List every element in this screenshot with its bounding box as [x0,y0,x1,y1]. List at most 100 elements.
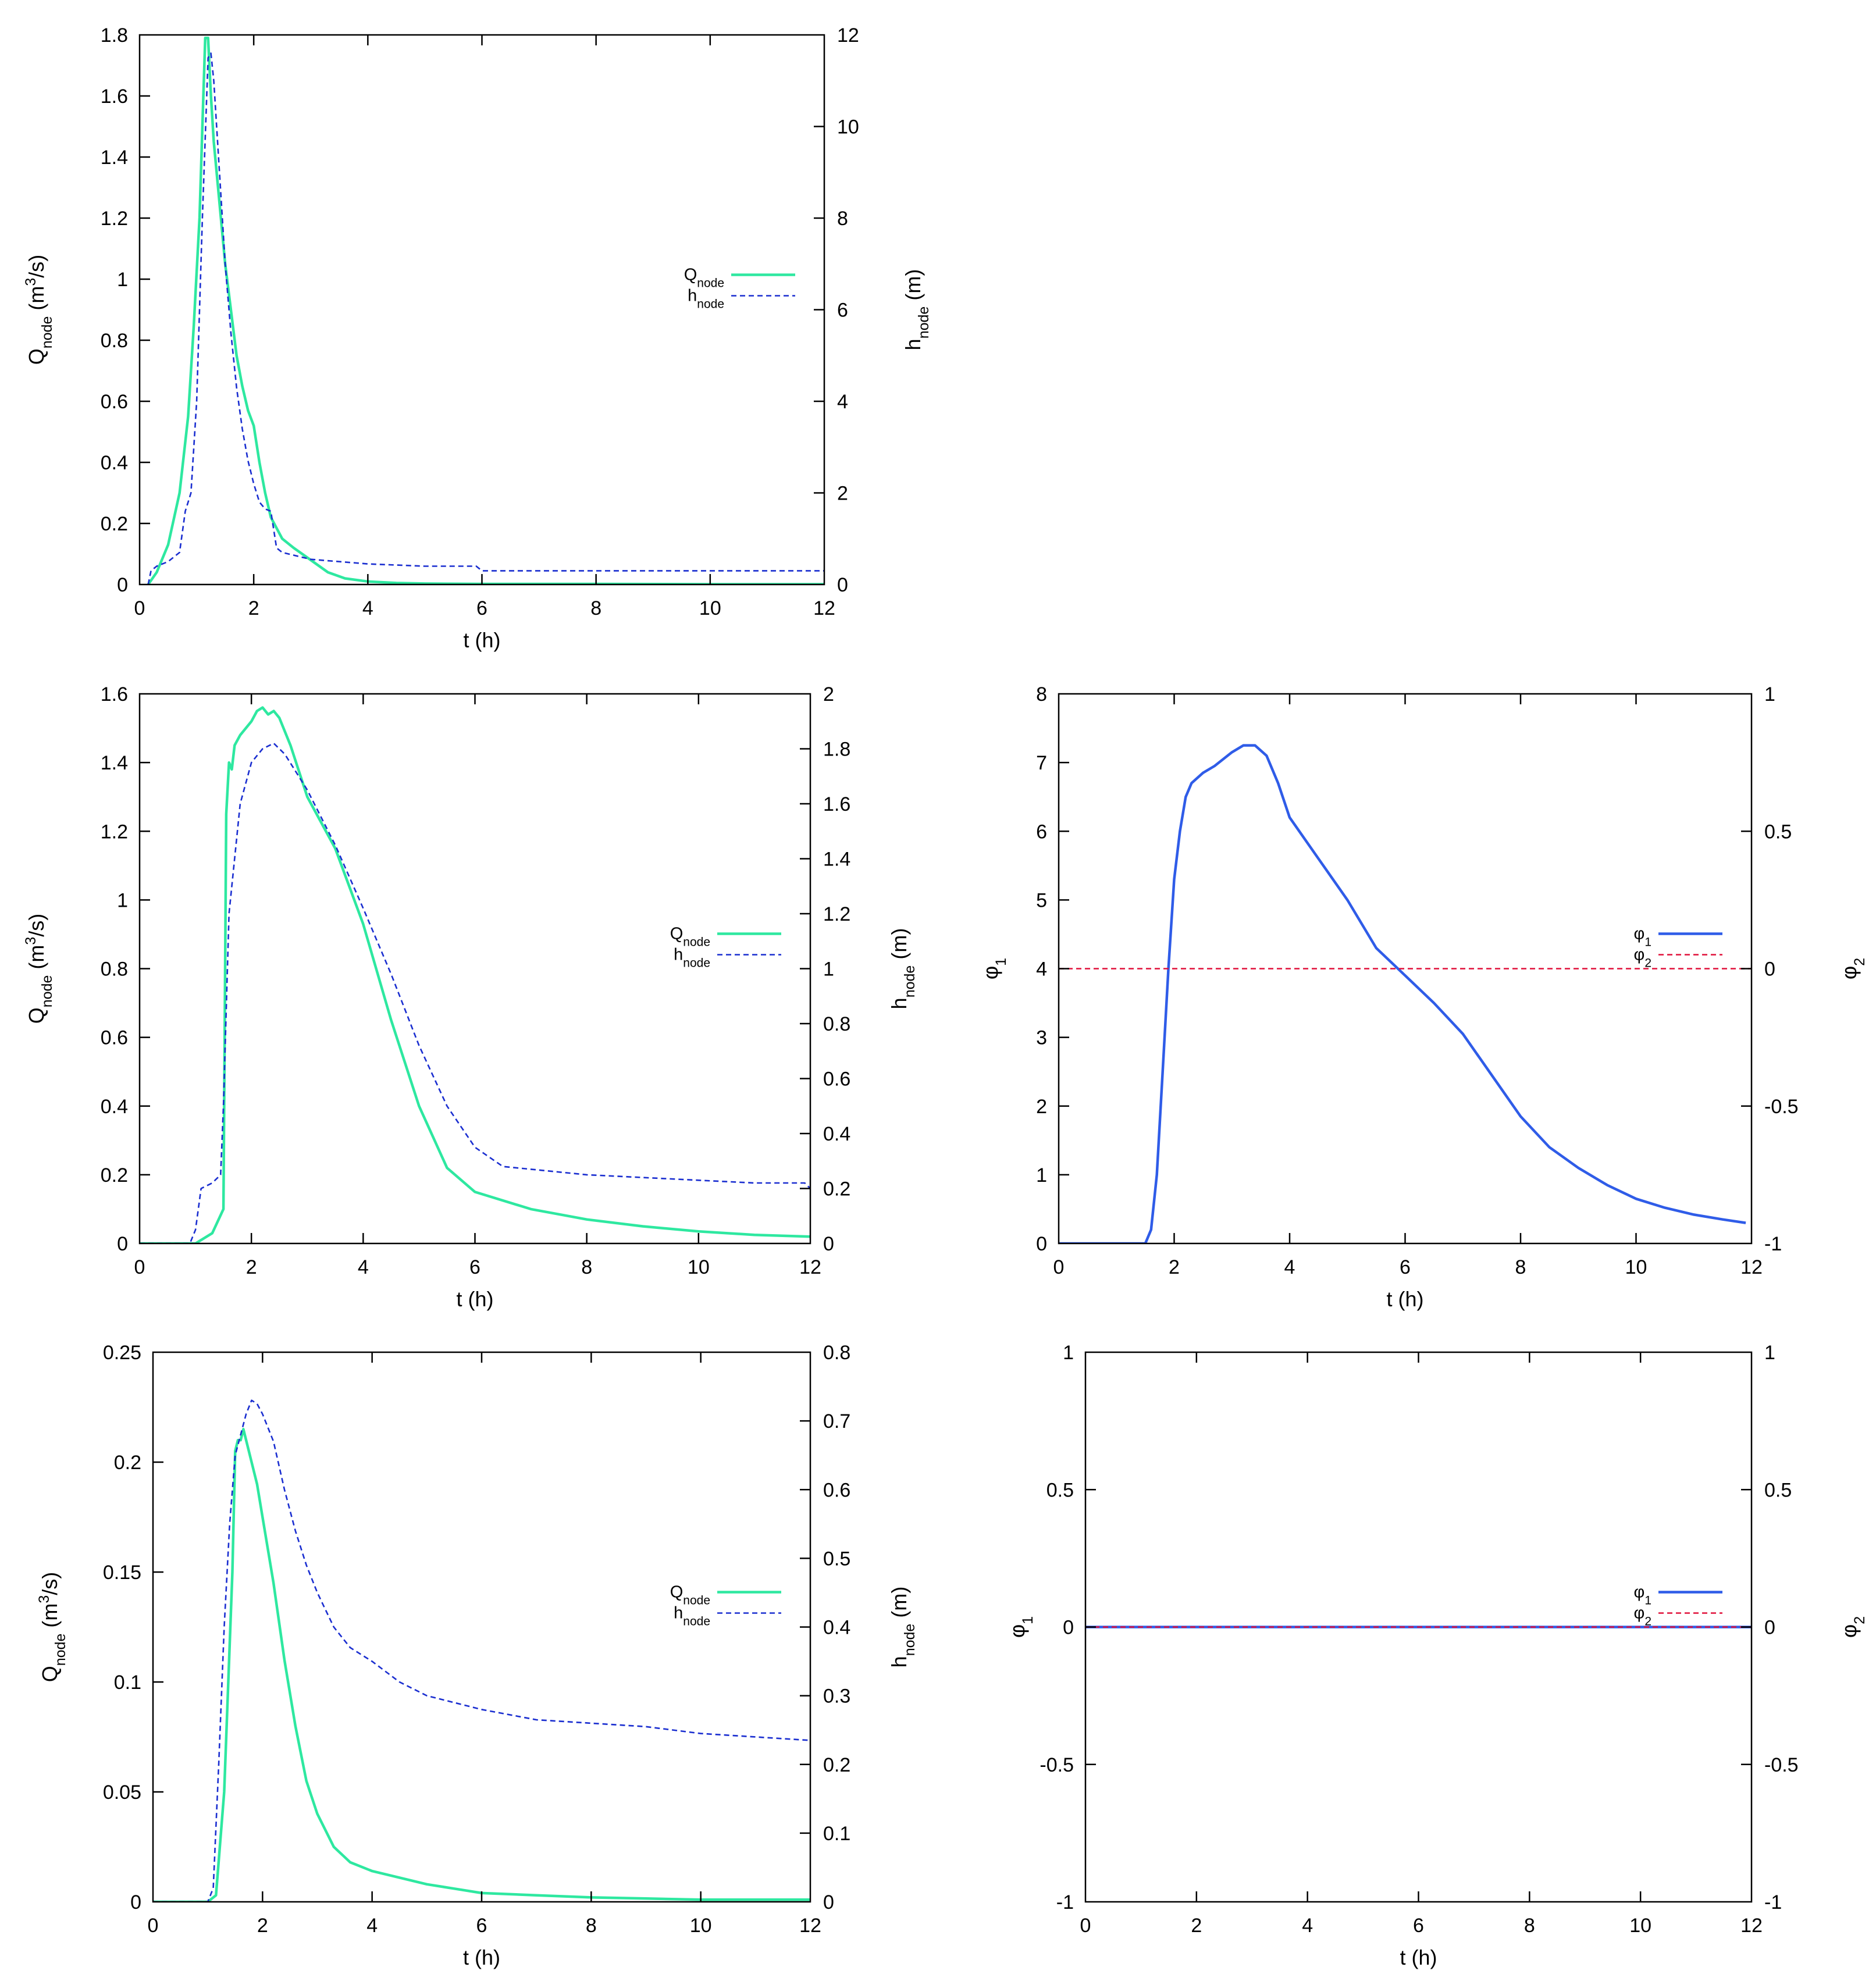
y-tick-label: 0.15 [103,1562,141,1584]
x-tick-label: 12 [1740,1256,1763,1278]
y-tick-label: 0.2 [101,513,128,535]
y2-tick-label: 0 [823,1891,834,1913]
y2-tick-label: 1 [1764,1342,1775,1364]
y2-tick-label: 0.5 [823,1548,850,1570]
x-tick-label: 8 [1524,1915,1535,1937]
y-tick-label: 1 [1063,1342,1074,1364]
y2-tick-label: 0.2 [823,1178,850,1200]
y-tick-label: 1.4 [101,147,128,169]
y-tick-label: 1 [117,889,128,911]
y2-tick-label: 1.6 [823,793,850,815]
y-tick-label: 2 [1036,1096,1047,1118]
y-tick-label: 0.8 [101,958,128,981]
y2-tick-label: 0.5 [1764,821,1792,843]
y-axis-label: Qnode (m3/s) [23,914,55,1024]
y-tick-label: 0 [1063,1617,1074,1639]
y2-tick-label: 0.8 [823,1013,850,1035]
chart-panel-1: 0 2 4 6 8 10 1200.20.40.60.811.21.41.61.802468… [23,24,932,652]
y2-axis-label: φ2 [1837,1616,1868,1638]
y2-tick-label: 4 [837,391,848,413]
y2-tick-label: 0.5 [1764,1479,1792,1501]
y2-tick-label: 1.4 [823,849,850,871]
x-tick-label: 0 [1080,1915,1091,1937]
legend-entry-label: φ2 [1634,1604,1652,1628]
y-tick-label: 0 [1036,1233,1047,1255]
y2-tick-label: 0.8 [823,1342,850,1364]
x-tick-label: 10 [688,1256,710,1278]
y2-tick-label: -1 [1764,1233,1782,1255]
legend-entry-label: Qnode [670,925,710,949]
y2-axis-label: φ2 [1837,958,1868,979]
x-tick-label: 4 [362,597,373,619]
series-φ1-line [1059,744,1746,1243]
y-tick-label: 0.4 [101,452,128,474]
y-tick-label: 0 [117,1233,128,1255]
y2-tick-label: 1.8 [823,739,850,761]
x-tick-label: 6 [1413,1915,1424,1937]
y2-tick-label: 0 [1764,958,1775,981]
x-tick-label: 2 [257,1915,268,1937]
y-axis-label: Qnode (m3/s) [36,1572,69,1683]
legend-entry-label: hnode [674,946,710,970]
y2-tick-label: 0.4 [823,1617,850,1639]
y-tick-label: 1.6 [101,85,128,108]
y2-tick-label: 0 [1764,1617,1775,1639]
x-tick-label: 8 [586,1915,597,1937]
chart-panel-5: 0 2 4 6 8 10 12-1-0.500.51-1-0.500.51t (h)φ1φ2… [1005,1342,1868,1969]
y2-tick-label: 0.7 [823,1410,850,1432]
x-tick-label: 12 [799,1256,821,1278]
x-tick-label: 0 [134,1256,145,1278]
y2-tick-label: 6 [837,300,848,322]
y2-tick-label: 0.6 [823,1068,850,1090]
x-axis-label: t (h) [463,628,500,652]
y-tick-label: 0.8 [101,330,128,352]
series-hnode-line [147,52,824,585]
x-tick-label: 10 [690,1915,712,1937]
y-tick-label: 0.25 [103,1342,141,1364]
y2-tick-label: -1 [1764,1891,1782,1913]
y2-tick-label: 10 [837,116,859,138]
x-tick-label: 4 [1302,1915,1313,1937]
legend-entry-label: φ1 [1634,1583,1652,1608]
y-tick-label: 1.6 [101,683,128,705]
y2-tick-label: 1 [823,958,834,981]
y-tick-label: -1 [1056,1891,1074,1913]
legend-entry-label: hnode [688,287,724,311]
x-tick-label: 6 [476,1915,487,1937]
y-tick-label: -0.5 [1040,1754,1074,1776]
x-tick-label: 6 [469,1256,480,1278]
y-axis-label: φ1 [978,958,1009,979]
x-tick-label: 0 [1053,1256,1065,1278]
x-tick-label: 12 [799,1915,821,1937]
y-tick-label: 0.6 [101,1027,128,1049]
y-tick-label: 1.4 [101,752,128,774]
x-tick-label: 10 [1629,1915,1651,1937]
y2-axis-label: hnode (m) [887,928,918,1010]
legend-entry-label: Qnode [684,266,724,290]
y-tick-label: 4 [1036,958,1047,981]
x-tick-label: 8 [581,1256,592,1278]
y-tick-label: 1 [117,269,128,291]
y2-tick-label: 0 [837,574,848,596]
y2-tick-label: -0.5 [1764,1754,1799,1776]
y-tick-label: 1.2 [101,821,128,843]
y2-tick-label: 0.3 [823,1685,850,1708]
series-hnode-line [153,1399,810,1902]
x-tick-label: 4 [1284,1256,1295,1278]
y2-axis-label: hnode (m) [901,269,932,351]
y-tick-label: 0.2 [101,1164,128,1186]
legend-entry-label: φ1 [1634,925,1652,949]
x-tick-label: 4 [358,1256,369,1278]
y2-tick-label: 0 [823,1233,834,1255]
y2-tick-label: 12 [837,24,859,47]
y-tick-label: 0 [130,1891,141,1913]
y-tick-label: 1.2 [101,208,128,230]
x-tick-label: 8 [590,597,601,619]
y-tick-label: 0.2 [114,1452,141,1474]
series-hnode-line [140,742,810,1243]
